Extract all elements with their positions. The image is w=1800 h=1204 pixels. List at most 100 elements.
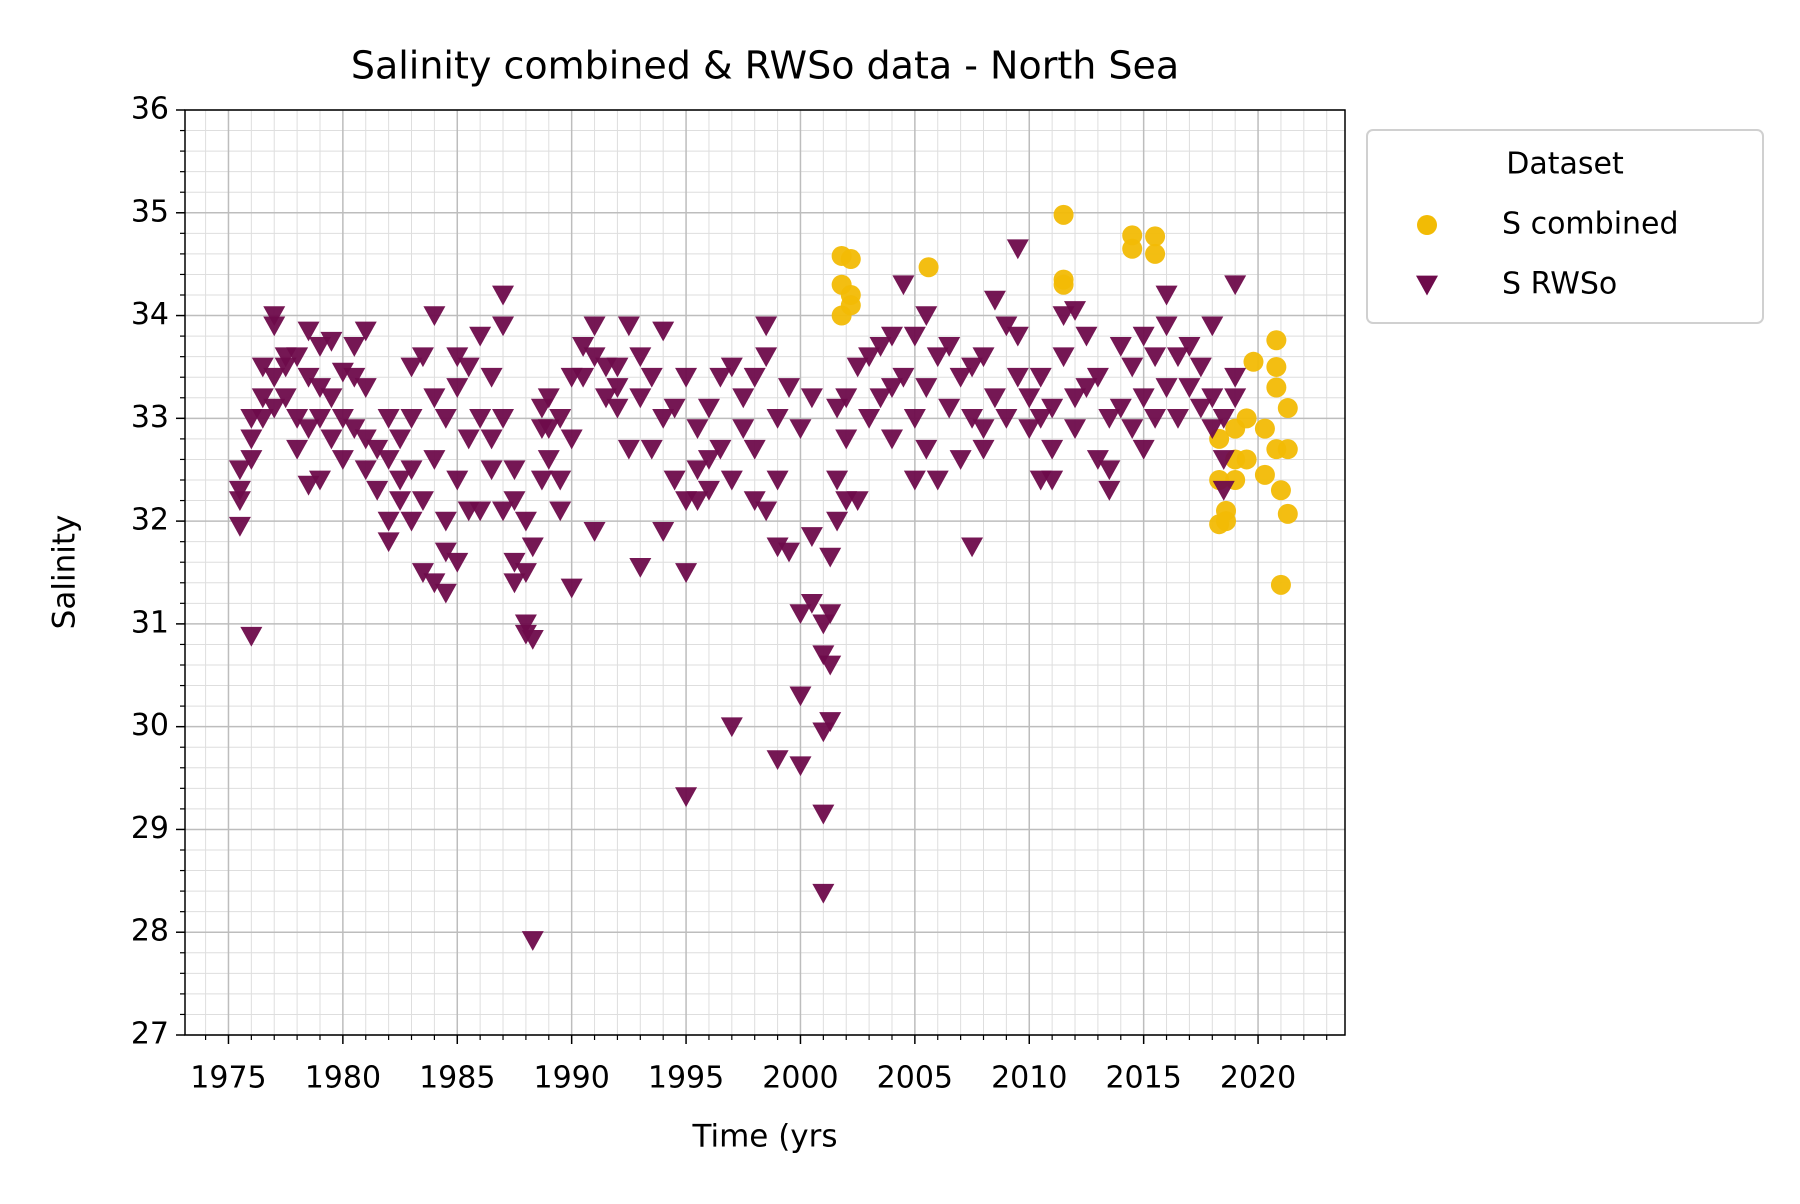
point — [858, 408, 881, 429]
point — [1224, 388, 1247, 409]
point — [697, 450, 720, 470]
point — [903, 470, 926, 491]
point — [560, 429, 583, 450]
point — [629, 558, 652, 578]
point — [1075, 378, 1098, 398]
point — [675, 563, 698, 583]
y-tick-label: 31 — [131, 605, 169, 640]
y-tick-label: 30 — [131, 708, 169, 743]
point — [400, 357, 423, 378]
point — [514, 511, 537, 532]
legend-label: S combined — [1502, 207, 1679, 242]
point — [549, 470, 572, 491]
point — [835, 388, 858, 409]
point — [880, 429, 903, 450]
point — [537, 450, 560, 470]
point — [228, 480, 251, 501]
point — [1029, 367, 1052, 388]
point — [652, 321, 675, 342]
point — [1132, 326, 1155, 347]
point — [400, 460, 423, 481]
legend: Dataset S combined S RWSo — [1366, 129, 1764, 324]
point — [840, 249, 861, 270]
point — [812, 645, 835, 666]
point — [446, 552, 469, 573]
point — [297, 419, 320, 440]
point — [606, 378, 629, 398]
point — [640, 367, 663, 388]
point — [1132, 388, 1155, 409]
x-tick-label: 2005 — [877, 1061, 953, 1096]
marker-circle — [1417, 215, 1437, 235]
point — [732, 388, 755, 409]
point — [389, 470, 412, 491]
point — [949, 450, 972, 470]
point — [972, 419, 995, 440]
point — [880, 378, 903, 398]
point — [1270, 574, 1291, 595]
point — [1236, 408, 1257, 429]
point — [1277, 398, 1298, 419]
point — [274, 357, 297, 378]
axes: 1975 1980 1985 1990 1995 2000 2005 2010 2015 2020… — [131, 92, 1346, 1096]
point — [846, 491, 869, 512]
point — [1254, 464, 1275, 485]
point — [766, 408, 789, 429]
point — [949, 367, 972, 388]
y-tick-label: 36 — [131, 92, 169, 127]
x-tick-label: 2015 — [1105, 1061, 1181, 1096]
point — [1064, 388, 1087, 409]
point — [492, 501, 515, 522]
y-tick-label: 35 — [131, 194, 169, 229]
point — [1144, 347, 1167, 368]
point — [915, 378, 938, 398]
point — [606, 357, 629, 378]
point — [537, 419, 560, 440]
point — [457, 357, 480, 378]
point — [1270, 480, 1291, 501]
point — [411, 491, 434, 512]
chart-title: Salinity combined & RWSo data - North Se… — [351, 44, 1179, 88]
point — [1132, 439, 1155, 460]
point — [331, 362, 354, 383]
point — [819, 712, 842, 732]
point — [826, 511, 849, 532]
point — [709, 367, 732, 388]
point — [1098, 460, 1121, 481]
point — [240, 626, 263, 647]
point — [434, 542, 457, 563]
point — [1098, 480, 1121, 501]
point — [583, 347, 606, 368]
point — [766, 537, 789, 558]
point — [743, 439, 766, 460]
point — [1155, 316, 1178, 337]
point — [812, 883, 835, 904]
point — [720, 717, 743, 738]
point — [743, 367, 766, 388]
x-tick-label: 2010 — [991, 1061, 1067, 1096]
legend-label: S RWSo — [1502, 267, 1617, 302]
point — [675, 367, 698, 388]
point — [1266, 356, 1287, 377]
point — [354, 429, 377, 450]
point — [320, 429, 343, 450]
point — [434, 408, 457, 429]
y-tick-label: 34 — [131, 297, 169, 332]
point — [755, 347, 778, 368]
point — [800, 527, 823, 547]
point — [377, 450, 400, 470]
point — [308, 408, 331, 429]
point — [606, 398, 629, 419]
point — [840, 295, 861, 316]
point — [366, 480, 389, 501]
point — [1041, 398, 1064, 419]
point — [583, 522, 606, 542]
point — [354, 321, 377, 342]
point — [228, 491, 251, 512]
point — [446, 347, 469, 368]
point — [995, 408, 1018, 429]
point — [308, 378, 331, 398]
point — [423, 573, 446, 594]
x-tick-label: 1995 — [648, 1061, 724, 1096]
